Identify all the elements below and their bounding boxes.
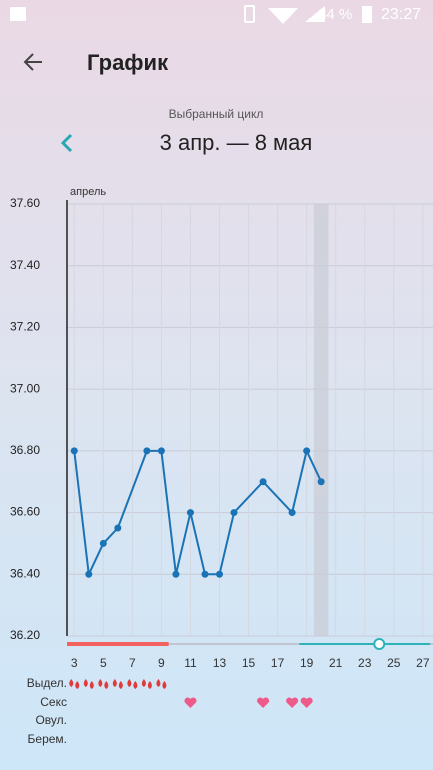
vibrate-icon (244, 5, 255, 23)
sex-icon (286, 697, 299, 708)
point (70, 447, 78, 455)
clock: 23:27 (381, 6, 421, 23)
point (157, 447, 165, 455)
x-tick-label: 11 (184, 656, 197, 670)
month-label: апрель (70, 186, 106, 198)
discharge-icon (156, 679, 167, 689)
x-tick-label: 15 (242, 656, 256, 670)
x-tick-label: 27 (416, 656, 430, 670)
discharge-icon (112, 679, 123, 689)
discharge-icon (127, 679, 138, 689)
x-tick-label: 19 (300, 656, 314, 670)
x-tick-label: 17 (271, 656, 285, 670)
today-highlight (313, 204, 329, 636)
row-label: Секс (40, 695, 67, 709)
point (259, 478, 267, 486)
y-tick-label: 36.80 (10, 443, 40, 457)
x-tick-label: 25 (387, 656, 401, 670)
discharge-icon (83, 679, 94, 689)
battery-icon (362, 6, 372, 23)
prev-cycle[interactable] (60, 133, 73, 153)
row-label: Берем. (28, 732, 67, 746)
y-tick-label: 37.40 (10, 258, 40, 272)
point (172, 570, 180, 578)
wifi-icon (268, 8, 298, 24)
row-label: Выдел. (27, 676, 67, 690)
battery-text: 84 % (318, 6, 352, 23)
sex-icon (184, 697, 197, 708)
point (143, 447, 151, 455)
point (85, 570, 93, 578)
x-tick-label: 5 (100, 656, 107, 670)
point (186, 509, 194, 517)
ovulation-marker (373, 638, 386, 650)
discharge-icon (69, 679, 80, 689)
y-tick-label: 37.20 (10, 320, 40, 334)
point (201, 570, 209, 578)
signal-icon (305, 6, 325, 22)
discharge-icon (98, 679, 109, 689)
x-tick-label: 13 (213, 656, 227, 670)
point (288, 509, 296, 517)
point (99, 539, 107, 547)
cycle-label: Выбранный цикл (169, 107, 264, 121)
row-label: Овул. (35, 713, 67, 727)
x-tick-label: 23 (358, 656, 372, 670)
cycle-range: 3 апр. — 8 мая (160, 130, 313, 155)
discharge-icon (141, 679, 152, 689)
x-tick-label: 3 (71, 656, 78, 670)
y-tick-label: 36.60 (10, 505, 40, 519)
title: График (87, 50, 169, 75)
x-tick-label: 7 (129, 656, 136, 670)
y-tick-label: 36.20 (10, 628, 40, 642)
point (216, 570, 223, 578)
y-tick-label: 37.00 (10, 381, 40, 395)
y-tick-label: 37.60 (10, 196, 40, 210)
y-tick-label: 36.40 (10, 566, 40, 580)
point (317, 478, 325, 486)
x-tick-label: 21 (329, 656, 343, 670)
back-button[interactable] (23, 53, 42, 71)
gallery-icon (10, 7, 26, 21)
point (303, 447, 311, 455)
sex-icon (257, 697, 270, 708)
point (114, 524, 122, 532)
point (230, 509, 238, 517)
x-tick-label: 9 (158, 656, 165, 670)
sex-icon (300, 697, 313, 708)
